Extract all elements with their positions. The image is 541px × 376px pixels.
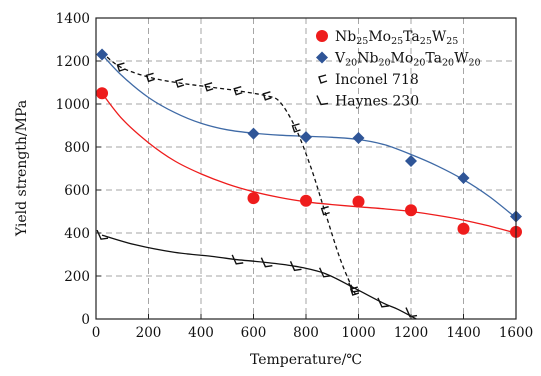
- y-tick-label: 200: [64, 269, 90, 285]
- data-point-series-3: [145, 72, 155, 83]
- y-axis-label: Yield strength/MPa: [14, 100, 30, 237]
- data-point-series-1: [247, 192, 260, 205]
- data-point-series-2: [405, 154, 417, 167]
- data-point-series-2: [96, 48, 109, 61]
- grid: [96, 18, 516, 319]
- data-point-series-4: [260, 257, 273, 268]
- legend-label-1: Nb25​Mo25​Ta25​W25​: [335, 29, 458, 47]
- data-point-series-3: [262, 91, 272, 101]
- legend-label-4: Haynes 230: [335, 94, 419, 110]
- ticks: 0 200 400 600 800 1000 1200 1400 1600 0 200 400 600 8…: [56, 11, 534, 341]
- legend-marker-1: [316, 30, 328, 42]
- data-point-series-1: [300, 194, 312, 207]
- legend-marker-3: [318, 74, 328, 84]
- data-point-series-4: [289, 261, 302, 272]
- data-point-series-1: [96, 87, 109, 100]
- data-point-series-3: [116, 62, 126, 72]
- data-point-series-3: [175, 78, 185, 88]
- y-tick-label: 1400: [56, 11, 90, 27]
- legend: Nb25​Mo25​Ta25​W25​ V20​Nb20​Mo20​Ta20​W2…: [316, 29, 481, 110]
- data-point-series-2: [247, 127, 260, 140]
- data-point-series-1: [405, 204, 417, 217]
- x-axis-label: Temperature/℃: [250, 352, 362, 368]
- y-tick-label: 800: [64, 140, 90, 156]
- data-point-series-3: [204, 82, 214, 92]
- data-point-series-1: [352, 195, 365, 208]
- legend-label-2: V20​Nb20​Mo20​Ta20​W20​: [334, 51, 481, 69]
- data-point-series-4: [231, 254, 244, 265]
- data-point-series-4: [377, 297, 390, 308]
- x-tick-label: 400: [188, 325, 214, 341]
- x-tick-label: 1200: [394, 325, 428, 341]
- data-point-series-2: [457, 171, 470, 184]
- data-point-series-3: [320, 205, 330, 216]
- x-tick-label: 200: [136, 325, 162, 341]
- x-tick-label: 600: [241, 325, 267, 341]
- y-tick-label: 400: [64, 226, 90, 242]
- data-point-series-4: [405, 307, 418, 318]
- data-point-series-1: [457, 222, 470, 235]
- x-tick-label: 800: [293, 325, 319, 341]
- x-tick-label: 1400: [446, 325, 480, 341]
- y-tick-label: 0: [81, 312, 90, 328]
- data-point-series-3: [291, 123, 301, 133]
- x-tick-label: 1600: [499, 325, 533, 341]
- y-tick-label: 1200: [56, 54, 90, 70]
- data-point-series-3: [233, 85, 243, 96]
- legend-marker-4: [316, 95, 329, 106]
- data-point-series-2: [352, 131, 365, 144]
- data-point-series-3: [349, 286, 359, 296]
- y-tick-label: 1000: [56, 97, 90, 113]
- y-tick-label: 600: [64, 183, 90, 199]
- x-tick-label: 1000: [341, 325, 375, 341]
- data-point-series-4: [348, 282, 360, 293]
- legend-marker-2: [316, 51, 328, 64]
- fit-curve-4: [101, 234, 417, 320]
- data-markers: [96, 48, 522, 318]
- fit-curve-3: [101, 51, 360, 298]
- legend-label-3: Inconel 718: [335, 72, 419, 88]
- data-point-series-4: [318, 267, 331, 278]
- data-point-series-2: [300, 131, 312, 144]
- x-tick-label: 0: [92, 325, 101, 341]
